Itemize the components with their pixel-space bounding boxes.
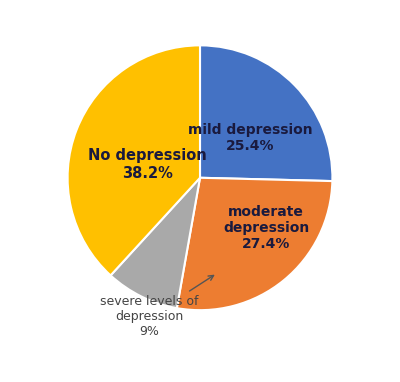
Wedge shape: [177, 178, 332, 310]
Text: mild depression
25.4%: mild depression 25.4%: [188, 123, 313, 153]
Text: severe levels of
depression
9%: severe levels of depression 9%: [100, 275, 214, 338]
Text: No depression
38.2%: No depression 38.2%: [88, 148, 206, 181]
Text: moderate
depression
27.4%: moderate depression 27.4%: [223, 205, 309, 251]
Wedge shape: [200, 45, 332, 181]
Wedge shape: [110, 178, 200, 308]
Wedge shape: [68, 45, 200, 275]
